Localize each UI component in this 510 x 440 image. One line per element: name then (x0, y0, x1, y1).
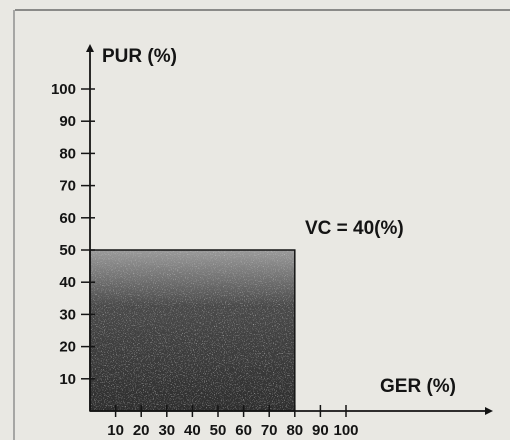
y-tick-label-60: 60 (59, 210, 76, 227)
y-axis-arrow (86, 44, 94, 52)
y-tick-label-90: 90 (59, 113, 76, 130)
y-tick-label-70: 70 (59, 178, 76, 195)
feasible-region (90, 250, 295, 411)
y-tick-label-80: 80 (59, 145, 76, 162)
x-tick-label-60: 60 (235, 422, 252, 439)
x-tick-label-50: 50 (210, 422, 227, 439)
x-tick-label-80: 80 (286, 422, 303, 439)
x-axis-arrow (485, 407, 493, 415)
y-tick-label-10: 10 (59, 371, 76, 388)
x-tick-label-30: 30 (158, 422, 175, 439)
y-tick-label-100: 100 (51, 81, 76, 98)
x-tick-label-40: 40 (184, 422, 201, 439)
x-tick-label-10: 10 (107, 422, 124, 439)
y-axis-title: PUR (%) (102, 46, 177, 67)
y-tick-label-20: 20 (59, 339, 76, 356)
x-tick-label-70: 70 (261, 422, 278, 439)
region-annotation: VC = 40(%) (305, 218, 404, 239)
x-tick-label-20: 20 (133, 422, 150, 439)
y-tick-label-30: 30 (59, 306, 76, 323)
x-tick-label-100: 100 (333, 422, 358, 439)
x-axis-title: GER (%) (380, 376, 456, 397)
y-tick-label-50: 50 (59, 242, 76, 259)
x-tick-label-90: 90 (312, 422, 329, 439)
y-tick-label-40: 40 (59, 274, 76, 291)
